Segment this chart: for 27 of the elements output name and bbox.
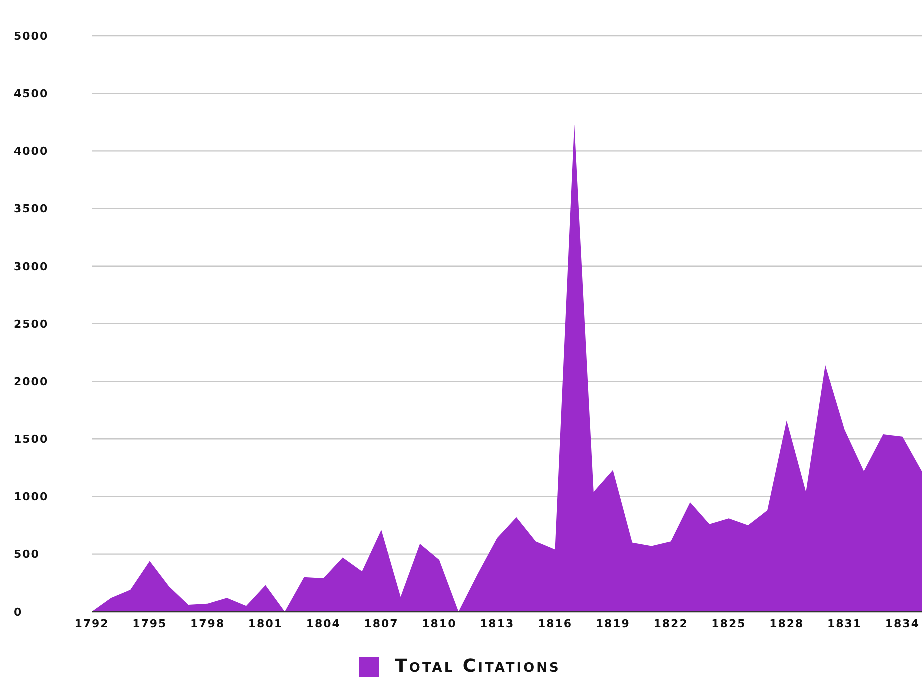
y-tick-label: 4500 — [14, 87, 49, 100]
x-tick-label: 1834 — [885, 618, 920, 631]
legend-label: Total Citations — [395, 656, 561, 677]
x-tick-label: 1819 — [596, 618, 630, 631]
y-tick-label: 5000 — [14, 30, 49, 43]
y-tick-label: 1500 — [14, 433, 49, 446]
y-tick-label: 0 — [14, 606, 23, 619]
y-tick-label: 500 — [14, 548, 40, 562]
x-tick-label: 1807 — [364, 618, 399, 631]
y-tick-label: 4000 — [14, 145, 49, 158]
y-tick-label: 3000 — [14, 260, 49, 274]
x-tick-label: 1798 — [190, 618, 226, 631]
x-tick-label: 1804 — [306, 618, 341, 631]
x-tick-label: 1792 — [74, 618, 110, 631]
y-tick-label: 1000 — [14, 490, 49, 504]
x-tick-label: 1801 — [248, 618, 284, 631]
x-tick-label: 1825 — [712, 618, 746, 631]
x-tick-label: 1813 — [480, 618, 515, 631]
x-tick-label: 1795 — [132, 618, 168, 631]
y-tick-label: 2000 — [14, 375, 49, 388]
x-tick-label: 1816 — [538, 618, 573, 631]
x-tick-label: 1822 — [654, 618, 688, 631]
x-tick-label: 1831 — [827, 618, 862, 631]
x-tick-label: 1810 — [422, 618, 457, 631]
y-tick-label: 3500 — [14, 202, 49, 216]
x-tick-label: 1828 — [770, 618, 804, 631]
y-tick-label: 2500 — [14, 318, 49, 331]
